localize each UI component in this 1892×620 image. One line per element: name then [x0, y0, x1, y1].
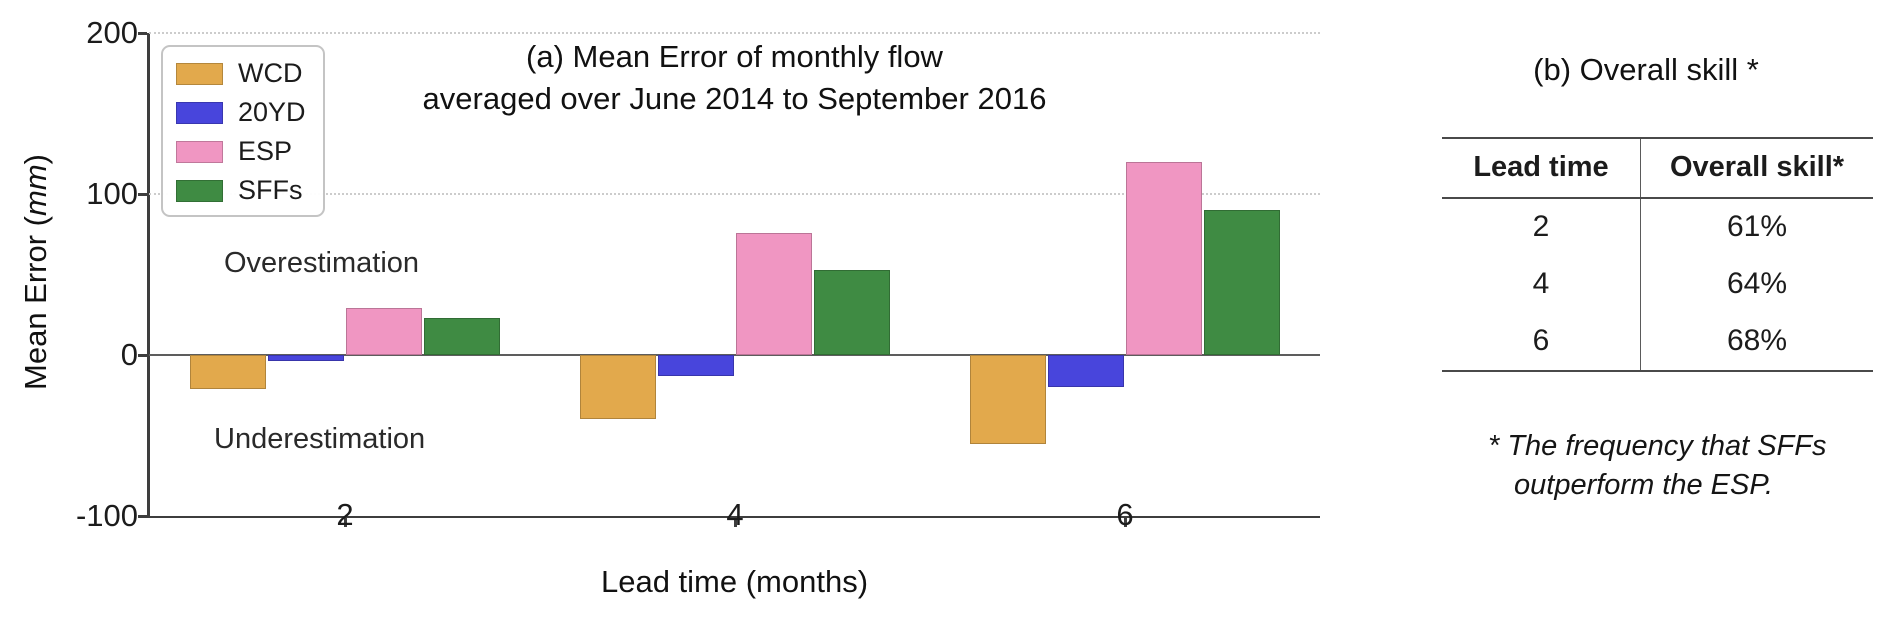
y-tick-label-200: 200 — [86, 15, 138, 50]
table-row-lead-4: 4 64% — [1442, 256, 1873, 313]
table-header-lead-time: Lead time — [1442, 139, 1641, 197]
legend-item-ESP: ESP — [163, 132, 323, 171]
bar-SFFs-lead-4 — [814, 269, 890, 355]
table-cell-lead-time: 6 — [1442, 313, 1641, 370]
table-cell-overall-skill: 64% — [1726, 267, 1788, 300]
bar-SFFs-lead-2 — [424, 317, 500, 355]
overall-skill-table: Lead time Overall skill* 2 61% 4 64% 6 68% — [1442, 137, 1873, 372]
footnote-line2: outperform the ESP. — [1514, 469, 1774, 501]
bar-ESP-lead-4 — [736, 232, 812, 355]
y-axis-spine — [147, 33, 150, 516]
legend-item-20YD: 20YD — [163, 93, 323, 132]
legend-swatch-ESP — [176, 140, 223, 163]
legend-swatch-20YD — [176, 101, 223, 124]
gridline-200 — [149, 32, 1320, 34]
y-tick-0 — [138, 354, 147, 357]
bar-20YD-lead-2 — [268, 355, 344, 362]
bar-WCD-lead-4 — [580, 355, 656, 420]
chart-title: (a) Mean Error of monthly flow averaged … — [149, 36, 1320, 120]
x-tick-4 — [734, 518, 737, 527]
x-tick-label-2: 2 — [336, 497, 354, 532]
chart-legend: WCD 20YD ESP SFFs — [161, 45, 325, 217]
y-tick-label--100: -100 — [75, 498, 138, 533]
x-tick-6 — [1124, 518, 1127, 527]
legend-swatch-WCD — [176, 62, 223, 85]
legend-label-SFFs: SFFs — [238, 175, 303, 205]
table-cell-lead-time: 4 — [1442, 256, 1641, 313]
gridline-100 — [149, 193, 1320, 195]
bar-ESP-lead-2 — [346, 308, 422, 355]
y-tick-label-0: 0 — [120, 337, 138, 372]
table-cell-lead-time: 2 — [1442, 199, 1641, 256]
y-axis-label-close: ) — [18, 154, 53, 165]
y-tick--100 — [138, 515, 147, 518]
x-tick-label-6: 6 — [1116, 497, 1134, 532]
zero-line — [149, 354, 1320, 356]
y-tick-label-100: 100 — [86, 176, 138, 211]
bar-ESP-lead-6 — [1126, 161, 1202, 355]
table-footnote: * The frequency that SFFs outperform the… — [1488, 427, 1888, 505]
bar-WCD-lead-6 — [970, 355, 1046, 444]
bar-20YD-lead-6 — [1048, 355, 1124, 388]
y-tick-100 — [138, 193, 147, 196]
chart-title-line1: (a) Mean Error of monthly flow — [526, 39, 943, 74]
annotation-overestimation: Overestimation — [224, 247, 420, 279]
plot-area — [138, 32, 1320, 527]
legend-item-SFFs: SFFs — [163, 171, 323, 210]
table-header-overall-skill: Overall skill* — [1669, 151, 1845, 183]
x-tick-label-4: 4 — [726, 497, 744, 532]
y-tick-200 — [138, 32, 147, 35]
table-title: (b) Overall skill * — [1533, 52, 1759, 87]
bar-SFFs-lead-6 — [1204, 210, 1280, 355]
x-tick-2 — [344, 518, 347, 527]
table-header-row: Lead time Overall skill* — [1442, 139, 1873, 199]
mean-error-chart: Mean Error (mm) (a) Mean Error of monthl… — [18, 15, 1320, 599]
table-row-lead-2: 2 61% — [1442, 199, 1873, 256]
x-axis-label: Lead time (months) — [600, 564, 869, 599]
bar-WCD-lead-2 — [190, 355, 266, 389]
annotation-underestimation: Underestimation — [214, 423, 426, 455]
table-row-lead-6: 6 68% — [1442, 313, 1873, 370]
overall-skill-panel: (b) Overall skill * Lead time Overall sk… — [1400, 0, 1892, 620]
legend-label-20YD: 20YD — [238, 97, 306, 127]
chart-title-line2: averaged over June 2014 to September 201… — [422, 81, 1047, 116]
footnote-line1: * The frequency that SFFs — [1488, 430, 1827, 462]
bar-20YD-lead-4 — [658, 355, 734, 376]
x-axis-spine — [147, 515, 1320, 518]
legend-swatch-SFFs — [176, 179, 223, 202]
legend-item-WCD: WCD — [163, 54, 323, 93]
table-cell-overall-skill: 61% — [1726, 210, 1788, 243]
legend-label-WCD: WCD — [238, 58, 303, 88]
table-cell-overall-skill: 68% — [1726, 324, 1788, 357]
legend-label-ESP: ESP — [238, 136, 293, 166]
